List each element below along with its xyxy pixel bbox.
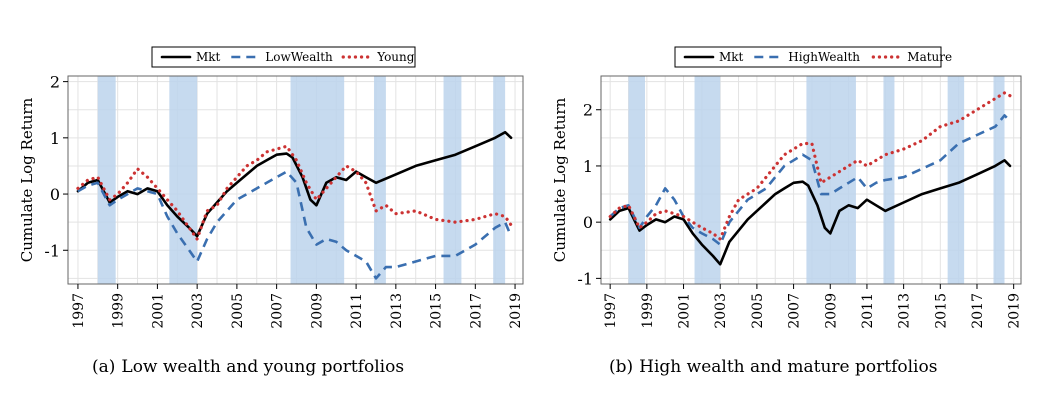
x-tick-label: 2007 xyxy=(787,293,803,329)
x-tick-label: 2011 xyxy=(349,293,365,329)
x-tick-label: 2015 xyxy=(933,293,949,329)
x-tick-label: 2009 xyxy=(823,293,839,329)
x-tick-label: 2017 xyxy=(970,293,986,329)
shaded-period xyxy=(443,76,462,284)
y-tick-label: -1 xyxy=(577,269,593,288)
series-line-mature xyxy=(608,91,1012,241)
shaded-period xyxy=(493,76,506,284)
shaded-period xyxy=(947,76,965,284)
caption-b: (b) High wealth and mature portfolios xyxy=(609,357,937,377)
shaded-period xyxy=(806,76,856,284)
legend-box xyxy=(674,46,942,68)
x-tick-label: 2011 xyxy=(860,293,876,329)
x-tick-label: 2009 xyxy=(309,293,325,329)
legend-label-young: Young xyxy=(376,50,415,64)
y-axis-label: Cumulate Log Return xyxy=(551,97,569,262)
series-line-lowwealth xyxy=(77,170,513,280)
x-tick-label: 2015 xyxy=(429,293,445,329)
caption-a-label: (a) xyxy=(92,357,116,377)
x-tick-label: 2013 xyxy=(897,293,913,329)
x-tick-label: 2005 xyxy=(750,293,766,329)
series-line-young xyxy=(76,144,513,241)
shaded-period xyxy=(628,76,646,284)
shaded-period xyxy=(97,76,116,284)
series-line-mkt xyxy=(608,159,1012,266)
legend-box xyxy=(151,46,416,68)
y-tick-label: 2 xyxy=(583,101,593,120)
caption-b-label: (b) xyxy=(609,357,634,377)
shaded-period xyxy=(694,76,721,284)
shaded-period xyxy=(169,76,198,284)
y-tick-label: 2 xyxy=(50,73,60,92)
x-tick-label: 1999 xyxy=(111,293,127,329)
caption-b-text: High wealth and mature portfolios xyxy=(639,357,938,377)
panel-b: -1 0 1 2 1997 1999 2001 2003 2005 2007 2009 2011 201… xyxy=(531,0,1062,402)
x-tick-label: 2003 xyxy=(190,293,206,329)
legend-label-mature: Mature xyxy=(907,50,952,64)
plot-frame xyxy=(600,75,1022,285)
x-tick-label: 1997 xyxy=(603,293,619,329)
x-tick-label: 2003 xyxy=(713,293,729,329)
legend-label-mkt: Mkt xyxy=(719,50,744,64)
y-axis-label: Cumulate Log Return xyxy=(18,97,36,262)
panel-a: -1 0 1 2 1997 1999 2001 2003 2005 2007 2009 2011 201… xyxy=(0,0,531,402)
x-tick-label: 2017 xyxy=(468,293,484,329)
shaded-period xyxy=(993,76,1005,284)
series-line-mkt xyxy=(76,130,513,238)
x-tick-label: 1997 xyxy=(71,293,87,329)
x-tick-label: 2019 xyxy=(508,293,524,329)
legend-label-highwealth: HighWealth xyxy=(788,50,860,64)
x-tick-label: 2007 xyxy=(270,293,286,329)
caption-a-text: Low wealth and young portfolios xyxy=(121,357,405,377)
plot-frame xyxy=(67,75,524,285)
y-tick-label: 0 xyxy=(50,185,60,204)
y-tick-label: 1 xyxy=(583,157,593,176)
x-tick-label: 2005 xyxy=(230,293,246,329)
caption-a: (a) Low wealth and young portfolios xyxy=(92,357,404,377)
chart-b: -1 0 1 2 1997 1999 2001 2003 2005 2007 2009 2011 201… xyxy=(551,46,1023,329)
y-tick-label: -1 xyxy=(44,241,60,260)
y-tick-label: 1 xyxy=(50,129,60,148)
chart-a: -1 0 1 2 1997 1999 2001 2003 2005 2007 2009 2011 201… xyxy=(18,46,524,329)
legend-label-mkt: Mkt xyxy=(196,50,221,64)
legend-label-lowwealth: LowWealth xyxy=(265,50,333,64)
x-tick-label: 2001 xyxy=(150,293,166,329)
x-tick-label: 1999 xyxy=(640,293,656,329)
y-tick-label: 0 xyxy=(583,213,593,232)
shaded-period xyxy=(290,76,345,284)
x-tick-label: 2019 xyxy=(1007,293,1023,329)
x-tick-label: 2013 xyxy=(389,293,405,329)
series-line-highwealth xyxy=(609,114,1011,246)
x-tick-label: 2001 xyxy=(677,293,693,329)
